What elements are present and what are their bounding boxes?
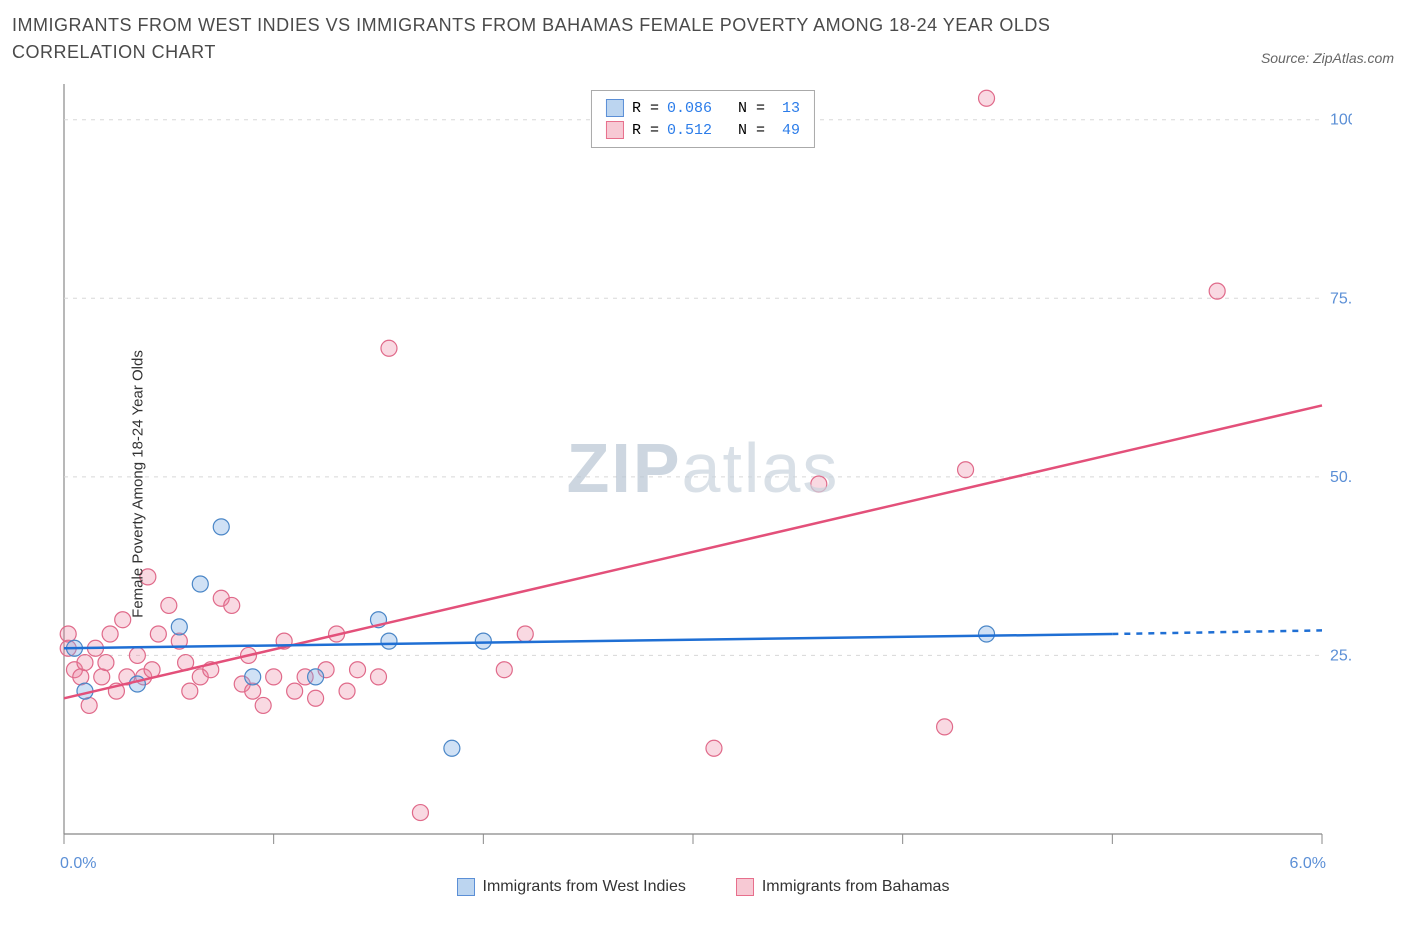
svg-text:0.0%: 0.0% bbox=[60, 855, 96, 872]
svg-text:100.0%: 100.0% bbox=[1330, 112, 1352, 129]
scatter-plot: 25.0% 50.0% 75.0% 100.0% 0.0% 6.0% bbox=[12, 74, 1352, 894]
series-legend-item: Immigrants from West Indies bbox=[457, 878, 686, 896]
svg-text:75.0%: 75.0% bbox=[1330, 290, 1352, 307]
bottom-legend: Immigrants from West Indies Immigrants fr… bbox=[12, 878, 1394, 896]
series-label: Immigrants from Bahamas bbox=[762, 878, 950, 896]
series-label: Immigrants from West Indies bbox=[483, 878, 686, 896]
chart-container: Female Poverty Among 18-24 Year Olds 25.… bbox=[12, 74, 1394, 894]
legend-n-value: 49 bbox=[773, 122, 800, 139]
legend-swatch bbox=[736, 878, 754, 896]
chart-title: IMMIGRANTS FROM WEST INDIES VS IMMIGRANT… bbox=[12, 12, 1162, 66]
source-attribution: Source: ZipAtlas.com bbox=[1261, 50, 1394, 66]
svg-text:6.0%: 6.0% bbox=[1290, 855, 1326, 872]
legend-statistics: R = 0.086 N = 13R = 0.512 N = 49 bbox=[591, 90, 815, 148]
legend-stat-row: R = 0.512 N = 49 bbox=[606, 119, 800, 141]
legend-n-label: N = bbox=[720, 100, 765, 117]
legend-r-label: R = bbox=[632, 122, 659, 139]
svg-text:50.0%: 50.0% bbox=[1330, 469, 1352, 486]
legend-r-value: 0.086 bbox=[667, 100, 712, 117]
legend-r-label: R = bbox=[632, 100, 659, 117]
series-legend-item: Immigrants from Bahamas bbox=[736, 878, 950, 896]
legend-swatch bbox=[457, 878, 475, 896]
legend-n-value: 13 bbox=[773, 100, 800, 117]
legend-swatch bbox=[606, 121, 624, 139]
legend-swatch bbox=[606, 99, 624, 117]
legend-stat-row: R = 0.086 N = 13 bbox=[606, 97, 800, 119]
legend-n-label: N = bbox=[720, 122, 765, 139]
y-axis-label: Female Poverty Among 18-24 Year Olds bbox=[129, 350, 146, 618]
legend-r-value: 0.512 bbox=[667, 122, 712, 139]
svg-text:25.0%: 25.0% bbox=[1330, 647, 1352, 664]
